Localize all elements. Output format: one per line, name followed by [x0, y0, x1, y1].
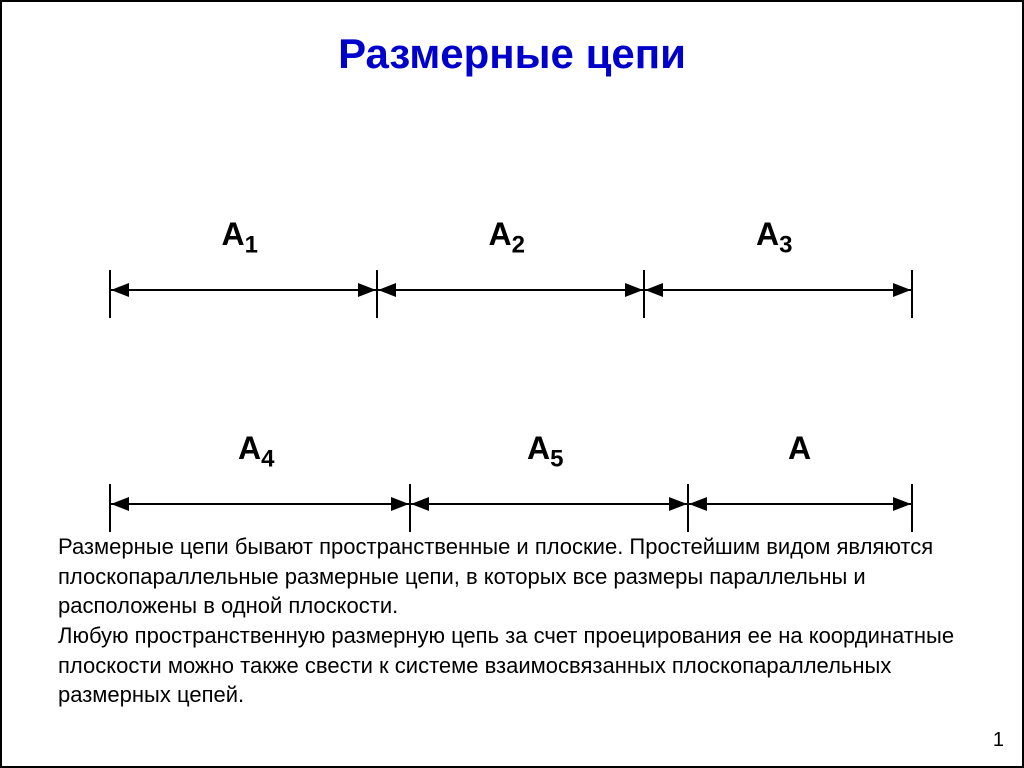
arrowhead-right-icon [391, 497, 409, 511]
arrowhead-right-icon [893, 497, 911, 511]
dimension-label: А4 [238, 430, 274, 473]
arrowhead-left-icon [378, 283, 396, 297]
page-title: Размерные цепи [2, 2, 1022, 78]
dimension-label: А2 [489, 216, 525, 259]
arrowhead-right-icon [893, 283, 911, 297]
dimension-label: А [788, 430, 811, 467]
dimension-label: А5 [527, 430, 563, 473]
dimension-tick [911, 484, 913, 532]
dimension-arrow-line [111, 289, 376, 291]
dimension-arrow-line [645, 289, 911, 291]
dimension-label: А3 [756, 216, 792, 259]
dimension-tick [911, 270, 913, 318]
arrowhead-right-icon [625, 283, 643, 297]
arrowhead-left-icon [411, 497, 429, 511]
page-number: 1 [993, 729, 1004, 752]
dimension-arrow-line [111, 503, 409, 505]
arrowhead-left-icon [689, 497, 707, 511]
arrowhead-left-icon [645, 283, 663, 297]
arrowhead-left-icon [111, 497, 129, 511]
dimension-arrow-line [378, 289, 643, 291]
dimension-arrow-line [689, 503, 911, 505]
dimension-arrow-line [411, 503, 687, 505]
dimension-diagram: А1А2А3А4А5А [2, 98, 1022, 448]
body-text: Размерные цепи бывают пространственные и… [58, 532, 966, 710]
arrowhead-right-icon [358, 283, 376, 297]
arrowhead-left-icon [111, 283, 129, 297]
dimension-label: А1 [222, 216, 258, 259]
arrowhead-right-icon [669, 497, 687, 511]
